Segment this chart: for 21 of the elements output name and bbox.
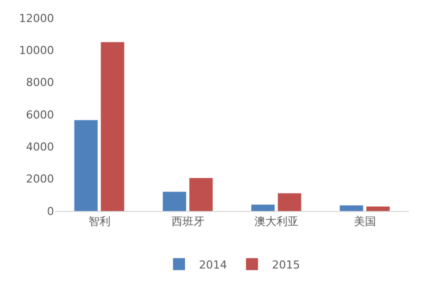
x-tick-label: 美国 bbox=[354, 215, 376, 228]
x-tick-label: 澳大利亚 bbox=[254, 215, 298, 228]
x-tick-label: 智利 bbox=[88, 215, 110, 228]
x-tick-label: 西班牙 bbox=[171, 215, 204, 228]
bar bbox=[189, 178, 213, 211]
y-tick-label: 0 bbox=[47, 204, 54, 218]
y-tick-label: 12000 bbox=[19, 12, 54, 25]
legend-label: 2015 bbox=[272, 258, 300, 272]
bar bbox=[251, 204, 275, 211]
y-tick-label: 10000 bbox=[19, 44, 54, 58]
bar bbox=[340, 205, 364, 211]
bar bbox=[100, 42, 124, 211]
y-tick-label: 8000 bbox=[26, 76, 54, 90]
legend-label: 2014 bbox=[199, 258, 227, 272]
bar bbox=[74, 120, 98, 211]
bar bbox=[366, 206, 390, 211]
y-tick-label: 4000 bbox=[26, 140, 54, 154]
bar bbox=[278, 193, 302, 211]
y-tick-label: 2000 bbox=[26, 172, 54, 186]
bar bbox=[162, 192, 186, 211]
y-tick-label: 6000 bbox=[26, 108, 54, 122]
